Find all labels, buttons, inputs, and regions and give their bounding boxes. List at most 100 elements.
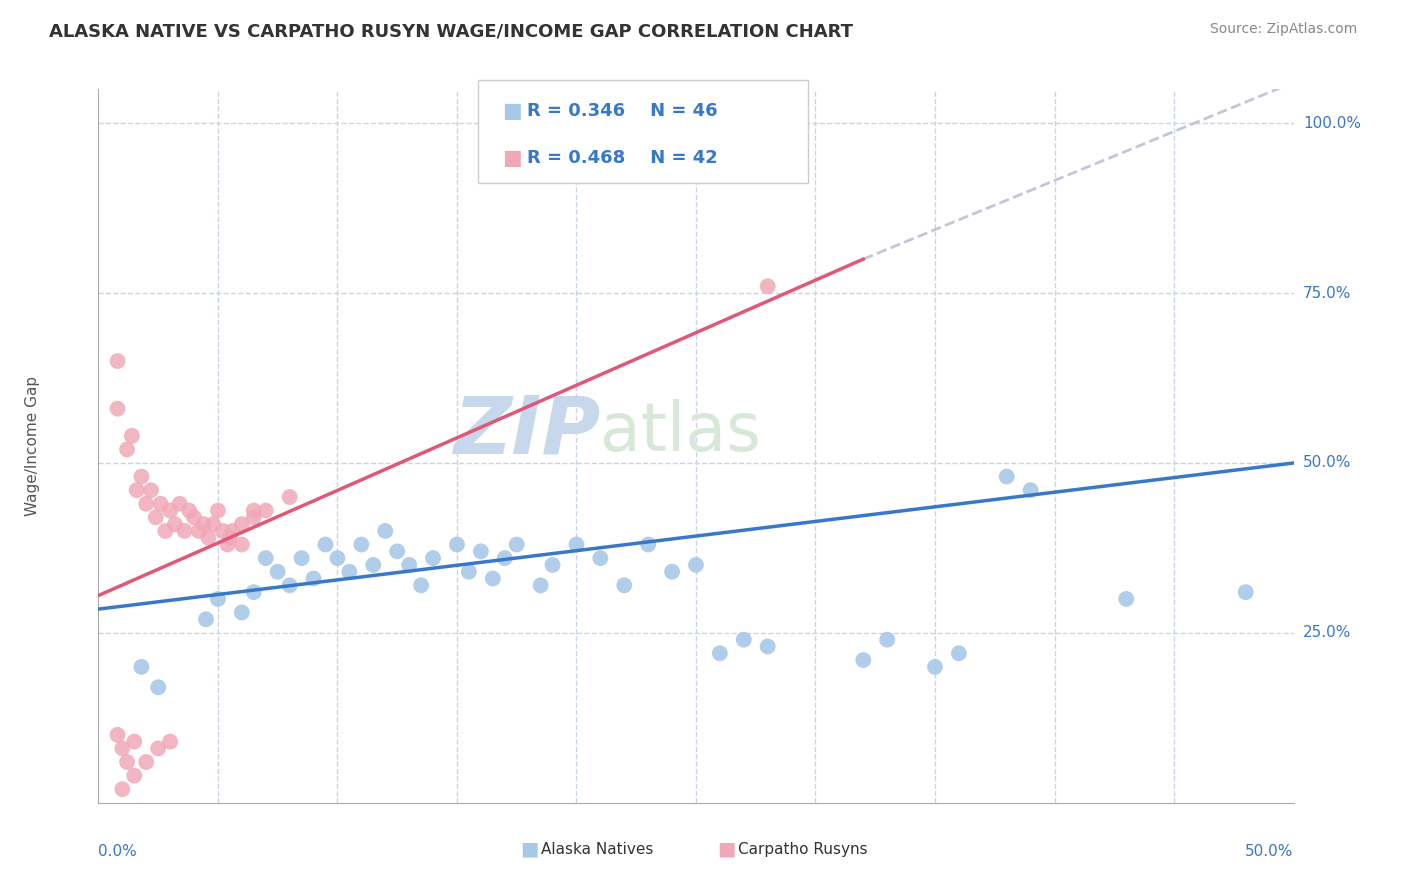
Point [163, 517, 186, 532]
Text: Carpatho Rusyns: Carpatho Rusyns [738, 842, 868, 856]
Point [179, 503, 201, 517]
Point [756, 640, 779, 654]
Point [278, 578, 301, 592]
Point [541, 558, 564, 572]
Point [291, 551, 314, 566]
Text: ■: ■ [520, 839, 538, 859]
Point [231, 606, 253, 620]
Point [243, 585, 266, 599]
Point [169, 497, 191, 511]
Point [219, 531, 242, 545]
Point [183, 510, 205, 524]
Point [411, 578, 433, 592]
Text: Source: ZipAtlas.com: Source: ZipAtlas.com [1209, 22, 1357, 37]
Point [385, 544, 409, 558]
Point [1019, 483, 1042, 498]
Point [111, 741, 134, 756]
Point [231, 537, 253, 551]
Text: ■: ■ [502, 101, 522, 121]
Point [243, 510, 266, 524]
Text: ■: ■ [502, 148, 522, 168]
Text: R = 0.468    N = 42: R = 0.468 N = 42 [527, 149, 718, 167]
Point [207, 503, 229, 517]
Point [756, 279, 779, 293]
Text: atlas: atlas [600, 399, 761, 465]
Point [470, 544, 492, 558]
Point [195, 612, 218, 626]
Text: 100.0%: 100.0% [1303, 116, 1361, 131]
Point [159, 503, 181, 517]
Text: 25.0%: 25.0% [1303, 625, 1351, 640]
Point [217, 537, 239, 551]
Point [131, 660, 153, 674]
Point [339, 565, 361, 579]
Point [148, 741, 170, 756]
Point [422, 551, 444, 566]
Point [254, 551, 277, 566]
Point [115, 755, 138, 769]
Point [924, 660, 946, 674]
Point [187, 524, 209, 538]
Point [207, 591, 229, 606]
Point [589, 551, 612, 566]
Point [173, 524, 195, 538]
Point [211, 524, 233, 538]
Point [613, 578, 636, 592]
Point [709, 646, 731, 660]
Text: 75.0%: 75.0% [1303, 285, 1351, 301]
Point [374, 524, 396, 538]
Text: Alaska Natives: Alaska Natives [541, 842, 654, 856]
Point [131, 469, 153, 483]
Point [302, 572, 325, 586]
Point [446, 537, 468, 551]
Point [159, 734, 181, 748]
Point [315, 537, 337, 551]
Point [121, 429, 143, 443]
Point [135, 497, 157, 511]
Point [398, 558, 420, 572]
Text: 50.0%: 50.0% [1246, 844, 1294, 859]
Point [139, 483, 162, 498]
Point [1234, 585, 1257, 599]
Text: R = 0.346    N = 46: R = 0.346 N = 46 [527, 102, 718, 120]
Point [193, 517, 215, 532]
Point [363, 558, 385, 572]
Point [876, 632, 898, 647]
Point [125, 483, 148, 498]
Text: ■: ■ [717, 839, 735, 859]
Point [148, 680, 170, 694]
Point [149, 497, 172, 511]
Text: ALASKA NATIVE VS CARPATHO RUSYN WAGE/INCOME GAP CORRELATION CHART: ALASKA NATIVE VS CARPATHO RUSYN WAGE/INC… [49, 22, 853, 40]
Point [350, 537, 373, 551]
Point [506, 537, 529, 551]
Point [948, 646, 970, 660]
Point [685, 558, 707, 572]
Point [852, 653, 875, 667]
Text: 0.0%: 0.0% [98, 844, 138, 859]
Point [111, 782, 134, 797]
Point [1115, 591, 1137, 606]
Point [243, 503, 266, 517]
Point [254, 503, 277, 517]
Point [115, 442, 138, 457]
Point [995, 469, 1018, 483]
Point [145, 510, 167, 524]
Point [107, 354, 129, 368]
Point [494, 551, 516, 566]
Point [107, 728, 129, 742]
Point [231, 517, 253, 532]
Point [221, 524, 243, 538]
Point [124, 734, 146, 748]
Point [202, 517, 225, 532]
Point [326, 551, 349, 566]
Point [267, 565, 290, 579]
Point [481, 572, 505, 586]
Point [733, 632, 755, 647]
Text: 50.0%: 50.0% [1303, 456, 1351, 470]
Point [661, 565, 683, 579]
Point [637, 537, 659, 551]
Point [530, 578, 553, 592]
Point [197, 531, 219, 545]
Point [124, 769, 146, 783]
Point [278, 490, 301, 504]
